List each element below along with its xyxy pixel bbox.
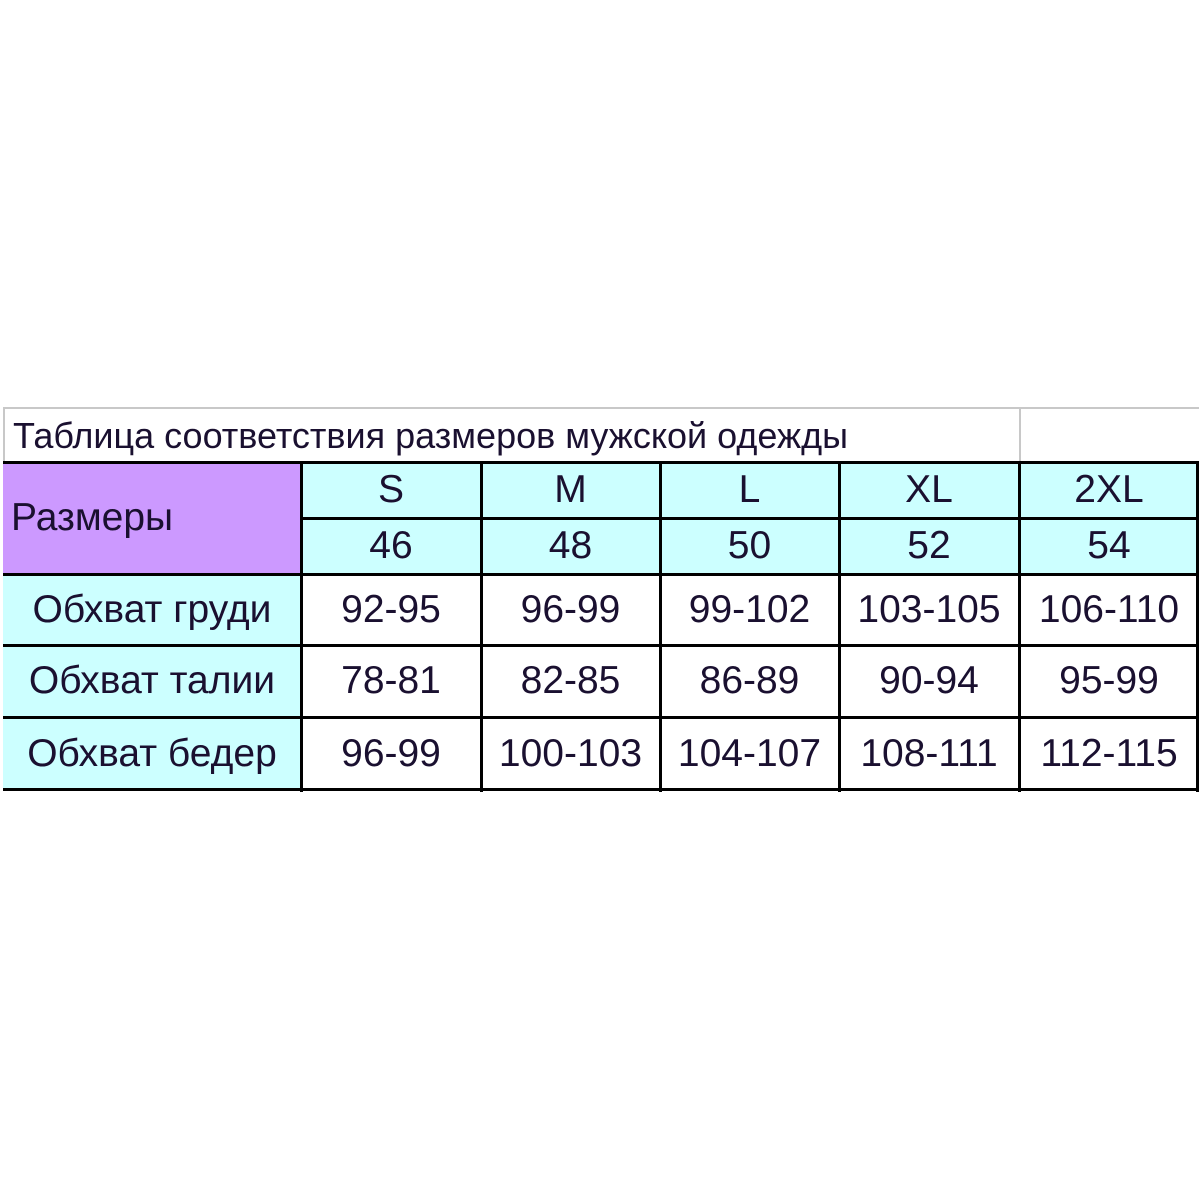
table-gridline [3, 644, 1199, 647]
table-gridline [300, 462, 303, 792]
empty-title-cell [1019, 407, 1199, 462]
value-cell: 103-105 [839, 574, 1019, 645]
value-cell: 112-115 [1019, 717, 1199, 791]
table-gridline [3, 461, 1199, 464]
table-gridline [480, 462, 483, 792]
header-label-cell: Размеры [3, 462, 301, 574]
table-title: Таблица соответствия размеров мужской од… [3, 407, 1019, 462]
table-gridline [838, 462, 841, 792]
size-table: Размеры S 46 M 48 L 50 XL 52 2XL 54 Обхват груди 92-… [3, 461, 1199, 792]
value-cell: 100-103 [481, 717, 660, 791]
value-cell: 104-107 [660, 717, 839, 791]
table-gridline [3, 716, 1199, 719]
table-gridline [1018, 462, 1021, 792]
value-cell: 82-85 [481, 645, 660, 717]
value-cell: 95-99 [1019, 645, 1199, 717]
value-cell: 90-94 [839, 645, 1019, 717]
row-label-cell: Обхват груди [3, 574, 301, 645]
row-label-cell: Обхват талии [3, 645, 301, 717]
size-letter-cell: L [660, 462, 839, 518]
row-label-cell: Обхват бедер [3, 717, 301, 791]
size-number-cell: 46 [301, 518, 481, 574]
value-cell: 106-110 [1019, 574, 1199, 645]
size-number-cell: 52 [839, 518, 1019, 574]
value-cell: 78-81 [301, 645, 481, 717]
table-gridline [3, 788, 1199, 791]
table-gridline [659, 462, 662, 792]
size-number-cell: 54 [1019, 518, 1199, 574]
value-cell: 99-102 [660, 574, 839, 645]
size-number-cell: 50 [660, 518, 839, 574]
size-number-cell: 48 [481, 518, 660, 574]
value-cell: 108-111 [839, 717, 1019, 791]
table-gridline [1196, 462, 1199, 792]
value-cell: 96-99 [481, 574, 660, 645]
table-title-text: Таблица соответствия размеров мужской од… [13, 414, 848, 456]
table-gridline [3, 573, 1199, 576]
size-letter-cell: XL [839, 462, 1019, 518]
value-cell: 92-95 [301, 574, 481, 645]
value-cell: 96-99 [301, 717, 481, 791]
size-letter-cell: S [301, 462, 481, 518]
size-letter-cell: M [481, 462, 660, 518]
value-cell: 86-89 [660, 645, 839, 717]
size-letter-cell: 2XL [1019, 462, 1199, 518]
table-gridline [301, 517, 1199, 520]
